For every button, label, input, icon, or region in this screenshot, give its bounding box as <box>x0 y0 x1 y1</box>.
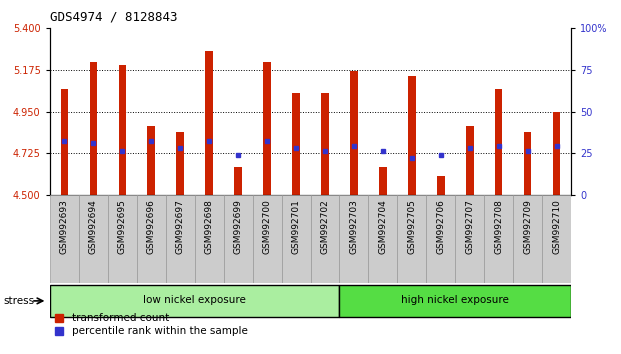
FancyBboxPatch shape <box>514 195 542 283</box>
Bar <box>119 65 125 195</box>
Bar <box>350 71 358 195</box>
Bar <box>437 176 445 195</box>
Text: GSM992707: GSM992707 <box>465 199 474 254</box>
Bar <box>466 126 474 195</box>
Bar <box>409 76 415 195</box>
Text: GSM992695: GSM992695 <box>117 199 127 254</box>
Bar <box>235 167 242 195</box>
FancyBboxPatch shape <box>427 195 455 283</box>
FancyBboxPatch shape <box>397 195 427 283</box>
Bar <box>292 93 300 195</box>
Text: GSM992708: GSM992708 <box>494 199 504 254</box>
Bar <box>496 89 502 195</box>
Text: GSM992705: GSM992705 <box>407 199 417 254</box>
Text: GSM992701: GSM992701 <box>291 199 301 254</box>
FancyBboxPatch shape <box>253 195 281 283</box>
FancyBboxPatch shape <box>50 195 79 283</box>
Bar <box>322 93 329 195</box>
Text: GSM992700: GSM992700 <box>263 199 271 254</box>
FancyBboxPatch shape <box>484 195 514 283</box>
Bar <box>263 62 271 195</box>
Bar <box>148 126 155 195</box>
FancyBboxPatch shape <box>137 195 166 283</box>
Text: low nickel exposure: low nickel exposure <box>143 295 246 305</box>
Text: GSM992698: GSM992698 <box>204 199 214 254</box>
Text: high nickel exposure: high nickel exposure <box>401 295 509 305</box>
FancyBboxPatch shape <box>50 285 340 317</box>
FancyBboxPatch shape <box>368 195 397 283</box>
Text: GSM992704: GSM992704 <box>378 199 388 254</box>
FancyBboxPatch shape <box>107 195 137 283</box>
Legend: transformed count, percentile rank within the sample: transformed count, percentile rank withi… <box>51 309 252 341</box>
Text: GSM992697: GSM992697 <box>176 199 184 254</box>
FancyBboxPatch shape <box>224 195 253 283</box>
Bar <box>89 62 97 195</box>
Text: GSM992699: GSM992699 <box>233 199 243 254</box>
Text: stress: stress <box>3 296 34 306</box>
Bar <box>524 132 532 195</box>
FancyBboxPatch shape <box>340 285 571 317</box>
Bar <box>379 167 386 195</box>
Text: GSM992706: GSM992706 <box>437 199 445 254</box>
Bar <box>206 51 213 195</box>
Text: GSM992693: GSM992693 <box>60 199 69 254</box>
FancyBboxPatch shape <box>281 195 310 283</box>
Text: GSM992696: GSM992696 <box>147 199 156 254</box>
FancyBboxPatch shape <box>340 195 368 283</box>
FancyBboxPatch shape <box>166 195 194 283</box>
FancyBboxPatch shape <box>79 195 107 283</box>
Bar <box>176 132 184 195</box>
Text: GDS4974 / 8128843: GDS4974 / 8128843 <box>50 11 177 24</box>
FancyBboxPatch shape <box>194 195 224 283</box>
Text: GSM992694: GSM992694 <box>89 199 97 254</box>
Text: GSM992710: GSM992710 <box>552 199 561 254</box>
Bar <box>61 89 68 195</box>
FancyBboxPatch shape <box>455 195 484 283</box>
FancyBboxPatch shape <box>542 195 571 283</box>
FancyBboxPatch shape <box>310 195 340 283</box>
Bar <box>553 112 561 195</box>
Text: GSM992709: GSM992709 <box>524 199 532 254</box>
Text: GSM992703: GSM992703 <box>350 199 358 254</box>
Text: GSM992702: GSM992702 <box>320 199 330 254</box>
